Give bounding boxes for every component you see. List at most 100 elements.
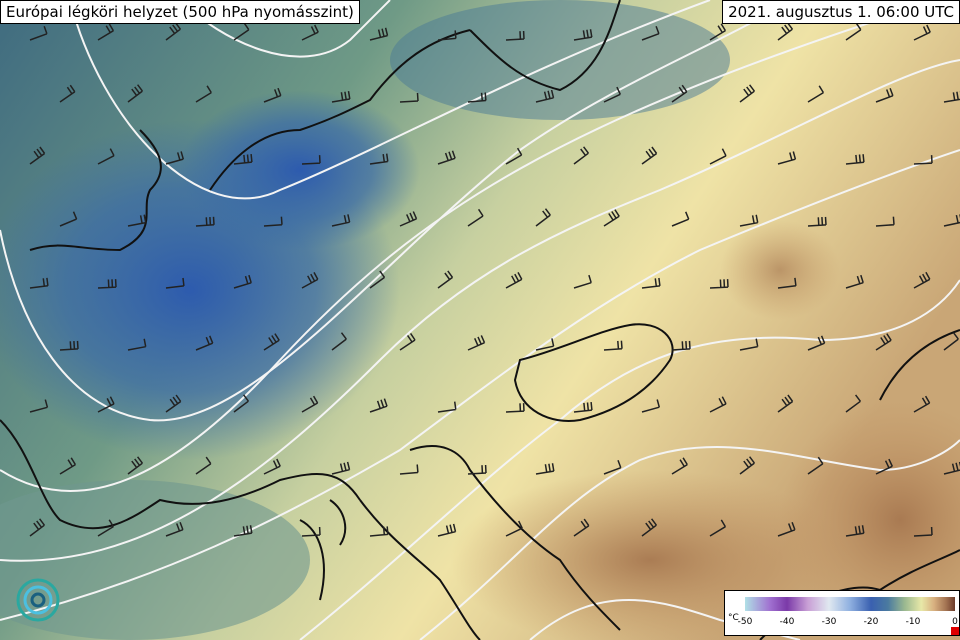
wind-barb (263, 333, 280, 351)
wind-barb (709, 396, 727, 413)
wind-barb (59, 84, 76, 103)
wind-barb (573, 29, 593, 41)
wind-barb (263, 458, 281, 475)
wind-barb (875, 333, 892, 351)
wind-barb (913, 395, 931, 413)
wind-barbs (29, 22, 960, 537)
wind-barb (671, 340, 691, 351)
wind-barb (331, 214, 351, 227)
wind-barb (369, 27, 389, 41)
wind-barb (739, 456, 755, 475)
wind-barb (263, 87, 282, 103)
wind-barb (943, 214, 960, 227)
wind-barb (233, 274, 252, 289)
wind-barb (467, 335, 486, 351)
colorbar-marker (951, 627, 959, 635)
wind-barb (301, 526, 321, 537)
wind-barb (505, 403, 525, 413)
wind-barb (399, 92, 419, 103)
wind-barb (603, 459, 622, 475)
wind-barb (127, 84, 143, 103)
wind-barb (165, 22, 181, 41)
wind-barb (233, 154, 253, 165)
wind-barb (671, 457, 688, 475)
wind-barb (845, 525, 865, 537)
wind-barb (195, 216, 215, 227)
wind-barb (671, 84, 688, 103)
warm-area (720, 220, 840, 320)
wind-barb (603, 86, 621, 103)
wind-barb (127, 214, 147, 227)
wind-barb (369, 526, 389, 537)
wind-barb (641, 277, 661, 289)
wind-barb (913, 271, 931, 289)
wind-barb (97, 279, 117, 289)
wind-barb (913, 155, 933, 165)
wind-barb (29, 277, 49, 289)
wind-barb (165, 394, 182, 413)
wind-barb (913, 24, 931, 41)
wind-barb (301, 395, 319, 413)
wind-barb (399, 464, 419, 475)
wind-barb (505, 520, 523, 537)
wind-barb (399, 332, 416, 351)
wind-barb (603, 340, 623, 351)
colorbar-label: -50 (737, 617, 753, 627)
wind-barb (739, 338, 759, 351)
wind-barb (399, 211, 418, 227)
wind-barb (739, 84, 755, 103)
wind-barb (263, 216, 283, 227)
wind-barb (369, 153, 389, 165)
wind-barb (641, 146, 658, 165)
wind-barb (807, 456, 824, 475)
wind-barb (165, 521, 184, 537)
wind-barb (913, 526, 933, 537)
wind-barb (641, 518, 657, 537)
wind-barb (875, 216, 895, 227)
mild-area (0, 480, 310, 640)
wind-barb (437, 30, 457, 41)
wind-barb (437, 270, 454, 289)
wind-barb (709, 279, 729, 289)
colorbar-label: -30 (821, 617, 837, 627)
cold-area (180, 90, 420, 250)
wind-barb (165, 277, 185, 289)
wind-barb (29, 146, 46, 165)
wind-barb (671, 211, 690, 227)
colorbar-label: -40 (779, 617, 795, 627)
wind-barb (845, 394, 861, 413)
wind-barb (467, 92, 487, 103)
wind-barb (331, 332, 347, 351)
wind-barb (807, 85, 825, 103)
wind-barb (29, 399, 49, 413)
wind-barb (603, 209, 620, 227)
wind-barb (301, 155, 321, 165)
wind-barb (777, 522, 796, 537)
wind-barb (97, 23, 115, 41)
wind-barb (127, 456, 143, 475)
wind-barb (233, 22, 250, 41)
wind-barb (233, 394, 249, 413)
wind-barb (165, 151, 185, 165)
wind-barb (467, 464, 487, 475)
colorbar-label: -10 (905, 617, 921, 627)
wind-barb (573, 402, 593, 413)
wind-barb (535, 89, 555, 103)
wind-barb (845, 22, 862, 41)
wind-barb (943, 91, 960, 103)
wind-barb (709, 519, 727, 537)
wind-barb (369, 398, 388, 413)
wind-barb (573, 518, 590, 537)
wind-barb (845, 274, 864, 289)
wind-barb (59, 340, 79, 351)
wind-barb (777, 394, 794, 413)
colorbar-label: -20 (863, 617, 879, 627)
wind-barb (573, 274, 592, 289)
wind-barb (641, 25, 660, 41)
wind-barb (331, 90, 351, 103)
wind-barb (777, 277, 797, 289)
wind-barb (127, 338, 147, 351)
wind-barb (505, 30, 525, 41)
wind-barb (573, 146, 589, 165)
